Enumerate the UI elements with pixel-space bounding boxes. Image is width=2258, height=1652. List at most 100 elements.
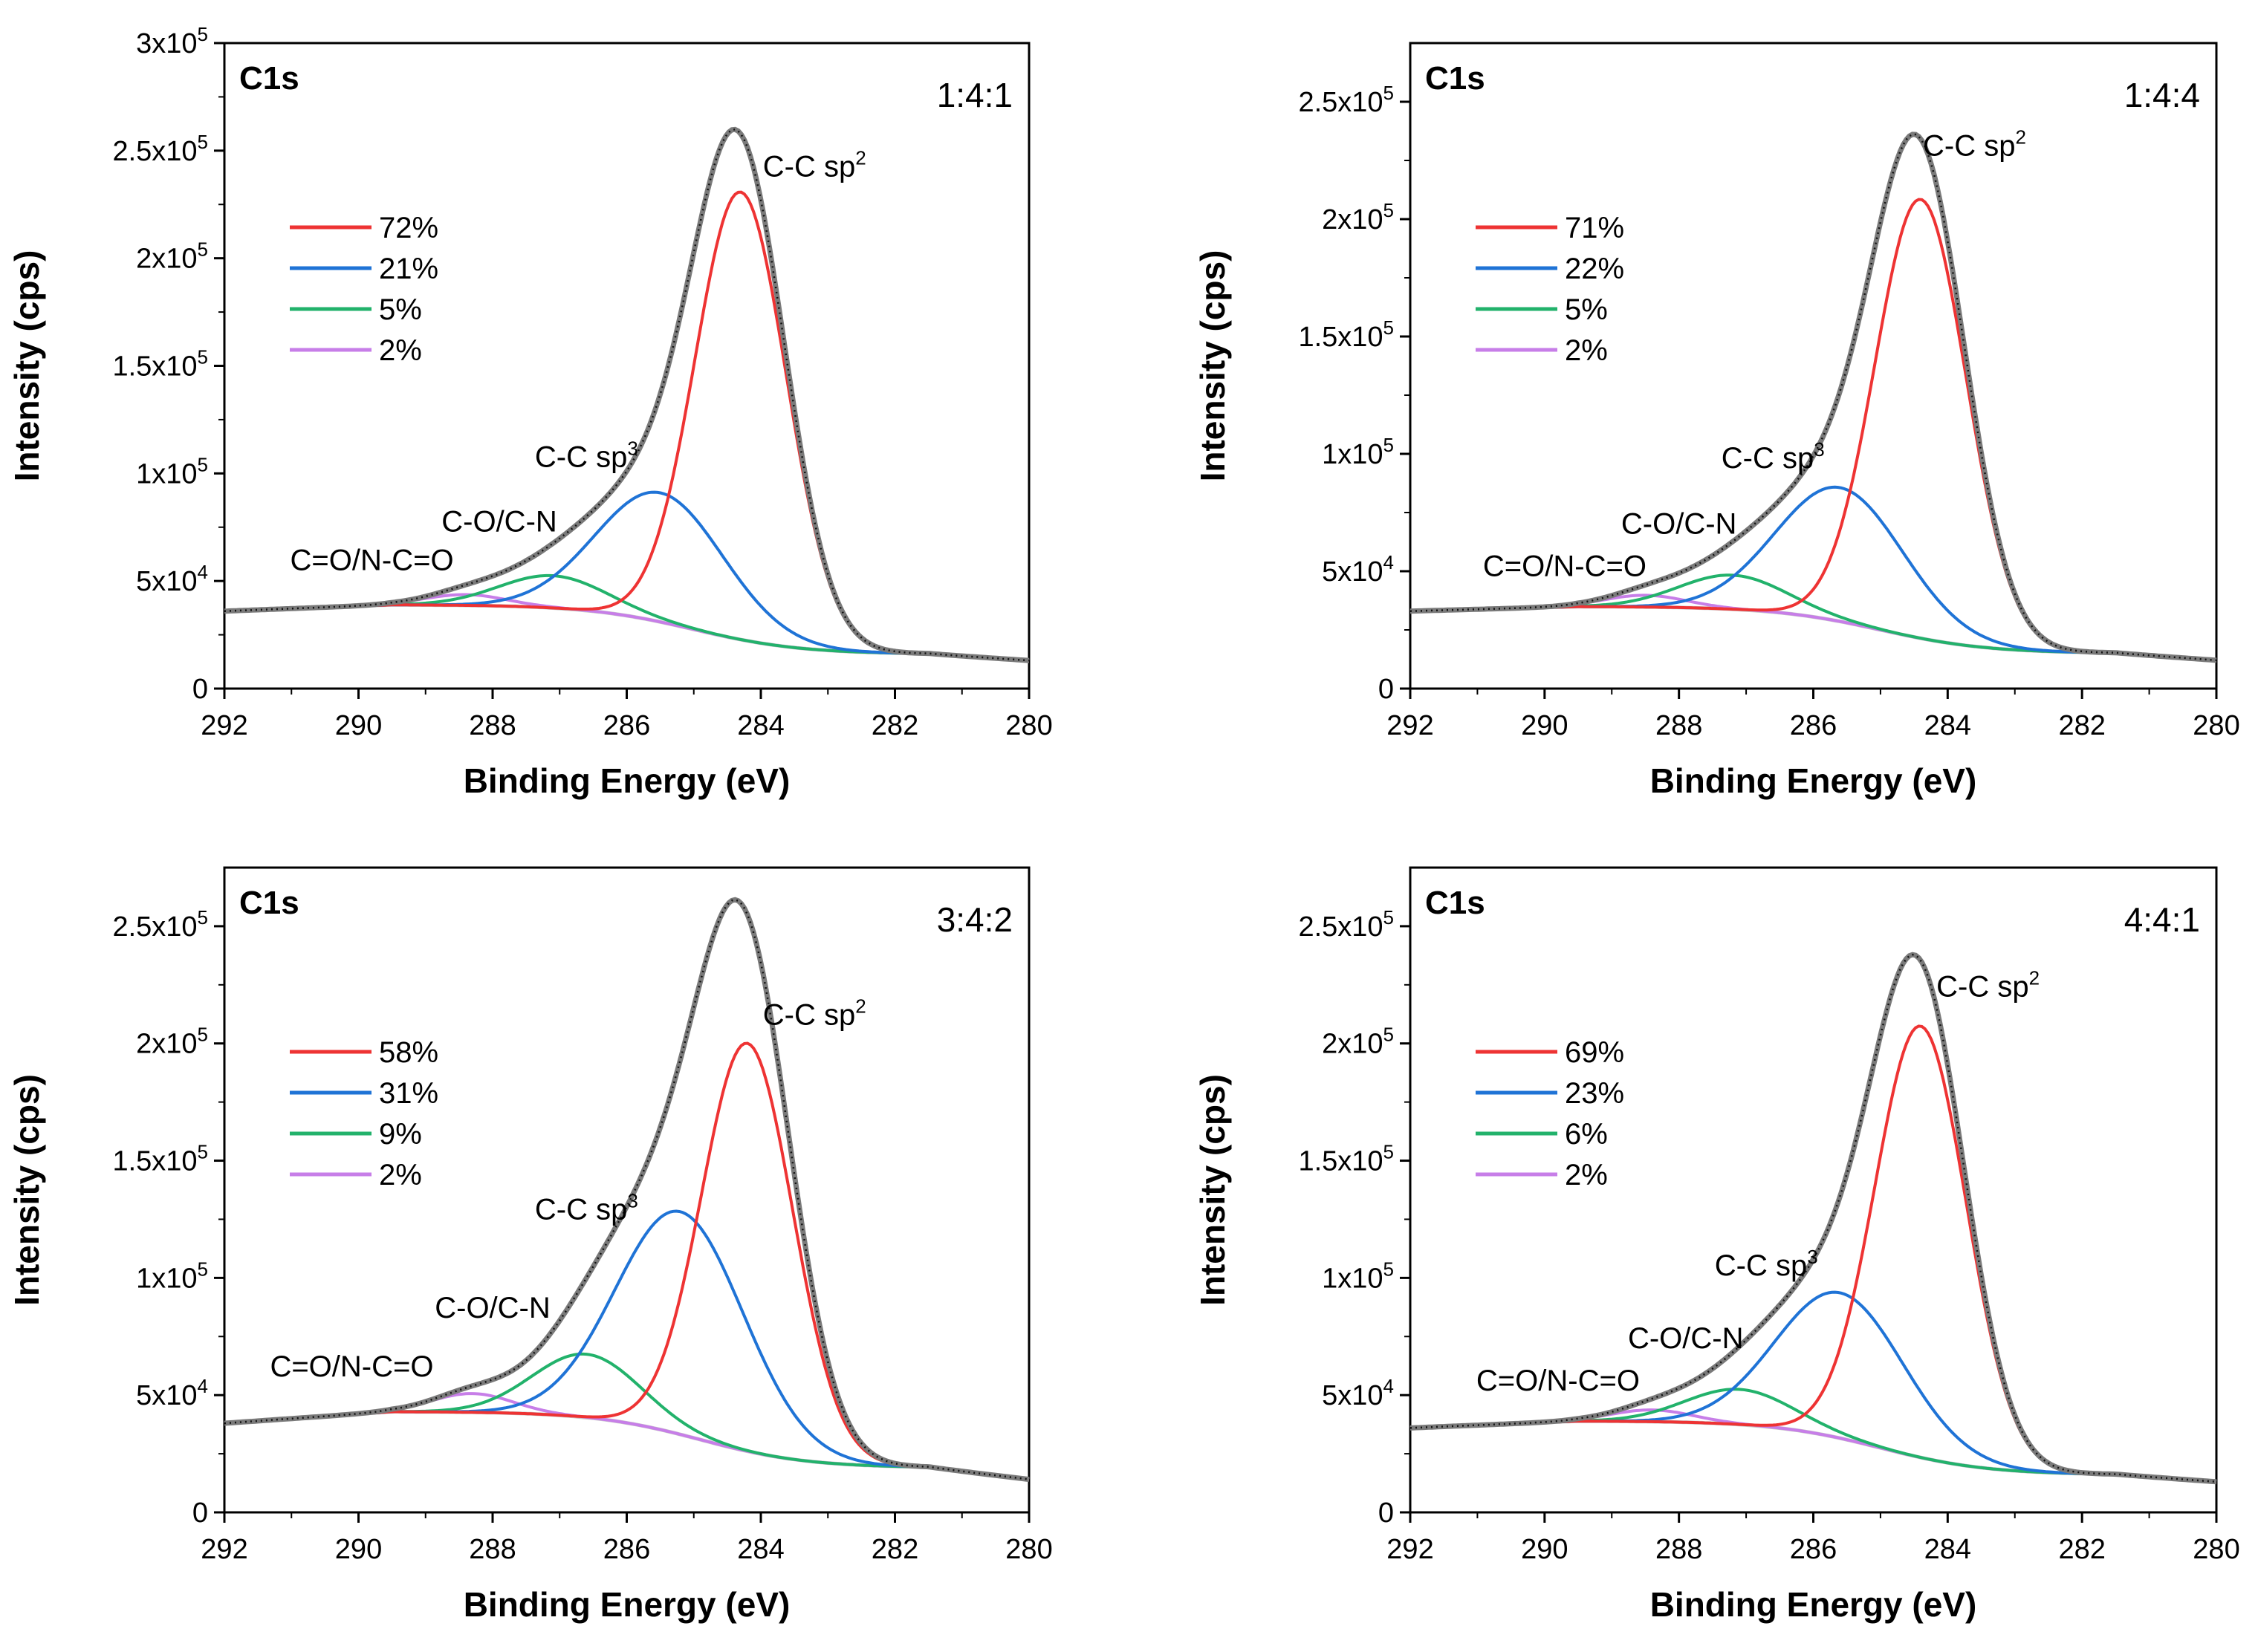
x-axis-title: Binding Energy (eV): [1650, 1585, 1977, 1624]
x-tick-label: 280: [2193, 1534, 2239, 1565]
y-tick-label: 5x104: [136, 561, 208, 597]
x-axis-title: Binding Energy (eV): [1650, 761, 1977, 800]
x-tick-label: 292: [201, 710, 247, 741]
y-axis-title: Intensity (cps): [1193, 1074, 1232, 1306]
legend-entry: 22%: [1565, 253, 1624, 285]
raw-data-points: [1409, 953, 2217, 1483]
y-tick-label: 0: [192, 1497, 208, 1529]
y-tick-label: 5x104: [136, 1375, 208, 1411]
y-tick-label: 2x105: [1322, 199, 1394, 235]
peak-annotation: C=O/N-C=O: [291, 544, 454, 577]
x-tick-label: 290: [1521, 1534, 1568, 1565]
y-axis-title: Intensity (cps): [1193, 250, 1232, 482]
y-tick-label: 2.5x105: [1298, 82, 1394, 118]
x-tick-label: 290: [1521, 710, 1568, 741]
peak-annotation: C=O/N-C=O: [270, 1350, 433, 1383]
y-tick-label: 2x105: [136, 1024, 208, 1060]
x-tick-label: 280: [2193, 710, 2239, 741]
x-tick-label: 282: [872, 710, 918, 741]
y-tick-label: 0: [1378, 1497, 1394, 1529]
sample-ratio-label: 1:4:1: [937, 76, 1013, 114]
envelope-curve: [1409, 131, 2217, 663]
x-tick-label: 284: [737, 710, 784, 741]
peak-curve-sp2: [224, 190, 1030, 663]
x-tick-label: 288: [469, 1534, 516, 1565]
chart-panel-4:4:1: 292 290 288 286 284 282 280 0 5x104 1x105 1.5x105 2…: [1193, 866, 2240, 1624]
x-tick-label: 292: [201, 1534, 247, 1565]
spectrum-label: C1s: [1425, 60, 1485, 97]
envelope-curve: [224, 126, 1030, 663]
peak-annotation: C-C sp2: [763, 147, 866, 183]
legend-entry: 2%: [379, 334, 422, 367]
x-tick-label: 284: [1924, 1534, 1971, 1565]
y-tick-label: 2x105: [136, 238, 208, 275]
x-tick-label: 290: [335, 710, 382, 741]
legend-entry: 31%: [379, 1077, 438, 1110]
legend-entry: 6%: [1565, 1118, 1608, 1151]
x-tick-label: 282: [2058, 710, 2105, 741]
y-tick-label: 3x105: [136, 23, 208, 59]
peak-annotation: C-O/C-N: [1621, 507, 1737, 540]
legend-entry: 69%: [1565, 1036, 1624, 1069]
peak-annotation: C-O/C-N: [435, 1292, 551, 1324]
y-tick-label: 1.5x105: [112, 1141, 208, 1177]
chart-panel-3:4:2: 292 290 288 286 284 282 280 0 5x104 1x105 1.5x105 2…: [7, 866, 1053, 1624]
peak-annotation: C-O/C-N: [1628, 1322, 1744, 1355]
peak-annotation: C=O/N-C=O: [1483, 550, 1647, 582]
legend-entry: 23%: [1565, 1077, 1624, 1110]
x-tick-label: 284: [1924, 710, 1971, 741]
y-axis-title: Intensity (cps): [7, 1074, 46, 1306]
peak-annotation: C-C sp3: [1715, 1246, 1818, 1282]
sample-ratio-label: 1:4:4: [2124, 76, 2200, 114]
legend-entry: 5%: [1565, 293, 1608, 326]
y-tick-label: 5x104: [1322, 1375, 1394, 1411]
y-tick-label: 2.5x105: [112, 906, 208, 943]
x-tick-label: 290: [335, 1534, 382, 1565]
x-tick-label: 288: [1655, 1534, 1702, 1565]
peak-annotation: C-C sp2: [1936, 967, 2040, 1004]
peak-annotation: C-C sp3: [1722, 438, 1825, 475]
y-tick-label: 2.5x105: [112, 131, 208, 167]
plot-frame: [1409, 42, 2218, 690]
x-tick-label: 284: [737, 1534, 784, 1565]
chart-panel-1:4:4: 292 290 288 286 284 282 280 0 5x104 1x105 1.5x105 2…: [1193, 42, 2240, 800]
y-tick-label: 5x104: [1322, 551, 1394, 588]
legend-entry: 58%: [379, 1036, 438, 1069]
sample-ratio-label: 4:4:1: [2124, 900, 2200, 939]
legend-entry: 71%: [1565, 212, 1624, 244]
peak-curve-co_cn: [1409, 1388, 2217, 1483]
sample-ratio-label: 3:4:2: [937, 900, 1013, 939]
y-tick-label: 1.5x105: [112, 346, 208, 383]
x-tick-label: 286: [603, 710, 650, 741]
y-tick-label: 1x105: [136, 1258, 208, 1294]
spectrum-label: C1s: [239, 60, 299, 97]
envelope-curve: [224, 897, 1030, 1483]
y-tick-label: 1x105: [1322, 434, 1394, 470]
x-tick-label: 288: [469, 710, 516, 741]
x-tick-label: 292: [1386, 1534, 1433, 1565]
y-tick-label: 0: [192, 674, 208, 705]
x-tick-label: 286: [1790, 1534, 1837, 1565]
envelope-curve: [1409, 952, 2217, 1485]
peak-curve-co_cn: [224, 573, 1030, 663]
x-tick-label: 286: [603, 1534, 650, 1565]
legend-entry: 2%: [1565, 334, 1608, 367]
peak-annotation: C-C sp2: [1923, 126, 2026, 163]
chart-panel-1:4:1: 292 290 288 286 284 282 280 0 5x104 1x105 1.5x105 2…: [7, 23, 1053, 800]
peak-annotation: C-C sp2: [763, 995, 866, 1031]
y-tick-label: 1x105: [1322, 1258, 1394, 1294]
y-tick-label: 2x105: [1322, 1024, 1394, 1060]
peak-annotation: C-C sp3: [535, 1189, 638, 1226]
legend-entry: 72%: [379, 212, 438, 244]
x-tick-label: 280: [1005, 710, 1052, 741]
plot-frame: [1409, 866, 2218, 1514]
y-tick-label: 0: [1378, 674, 1394, 705]
x-tick-label: 282: [2058, 1534, 2105, 1565]
spectrum-label: C1s: [1425, 885, 1485, 921]
spectrum-label: C1s: [239, 885, 299, 921]
y-axis-title: Intensity (cps): [7, 250, 46, 482]
legend-entry: 2%: [1565, 1159, 1608, 1191]
raw-data-points: [224, 129, 1030, 662]
x-tick-label: 288: [1655, 710, 1702, 741]
